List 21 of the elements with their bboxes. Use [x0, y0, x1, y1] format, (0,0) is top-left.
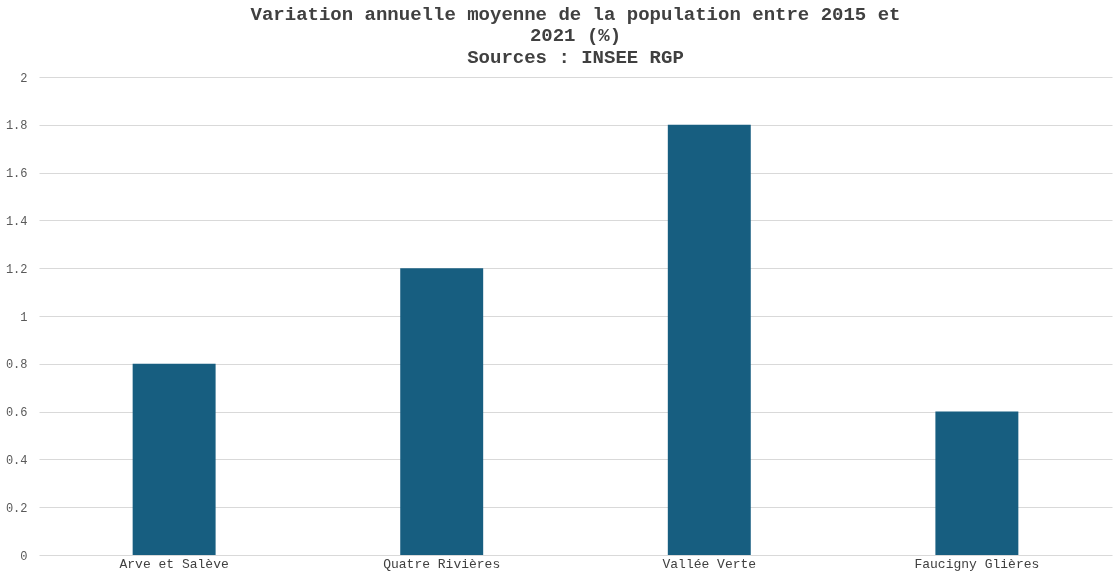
y-tick-label: 0.8 — [5, 358, 28, 373]
y-tick-label: 0.2 — [5, 501, 28, 516]
y-tick-label: 2 — [20, 71, 28, 86]
bar — [400, 268, 484, 555]
chart-title: Variation annuelle moyenne de la population entre 2015 et 2021 (%) — [250, 4, 901, 47]
x-tick-label: Quatre Rivières — [383, 556, 501, 572]
bar — [667, 124, 751, 555]
y-tick-label: 0.4 — [5, 453, 28, 468]
y-tick-label: 1.6 — [5, 167, 28, 182]
bar — [132, 363, 216, 555]
x-tick-label: Faucigny Glières — [914, 556, 1040, 572]
y-tick-label: 1 — [20, 310, 28, 325]
y-tick-label: 0.6 — [5, 406, 28, 421]
y-tick-label: 1.4 — [5, 214, 28, 229]
chart-subtitle: Sources : INSEE RGP — [467, 47, 684, 69]
bar — [935, 411, 1019, 555]
y-tick-label: 0 — [20, 549, 28, 564]
x-tick-label: Vallée Verte — [662, 556, 757, 572]
y-tick-label: 1.8 — [5, 119, 28, 134]
y-tick-label: 1.2 — [5, 262, 28, 277]
x-tick-label: Arve et Salève — [119, 556, 229, 572]
